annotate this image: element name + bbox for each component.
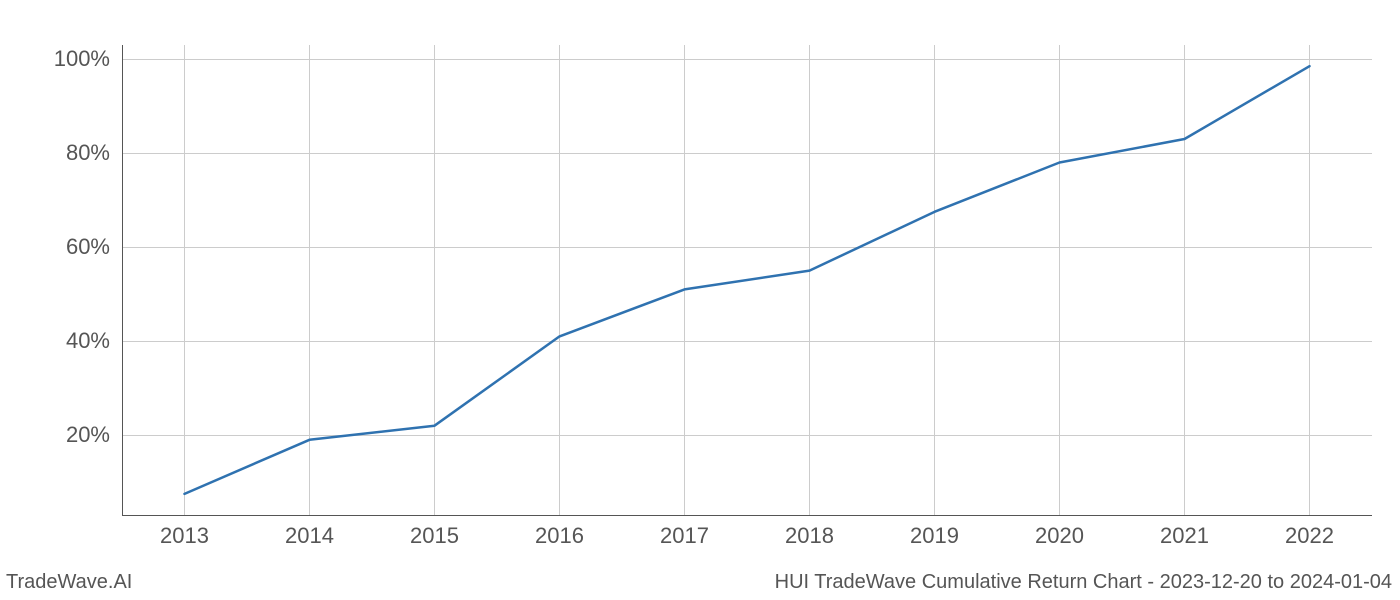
series-line	[185, 66, 1310, 494]
footer-left-label: TradeWave.AI	[6, 571, 132, 594]
footer-right-label: HUI TradeWave Cumulative Return Chart - …	[775, 571, 1392, 594]
line-layer	[0, 0, 1400, 600]
chart-container: { "chart": { "type": "line", "background…	[0, 0, 1400, 600]
